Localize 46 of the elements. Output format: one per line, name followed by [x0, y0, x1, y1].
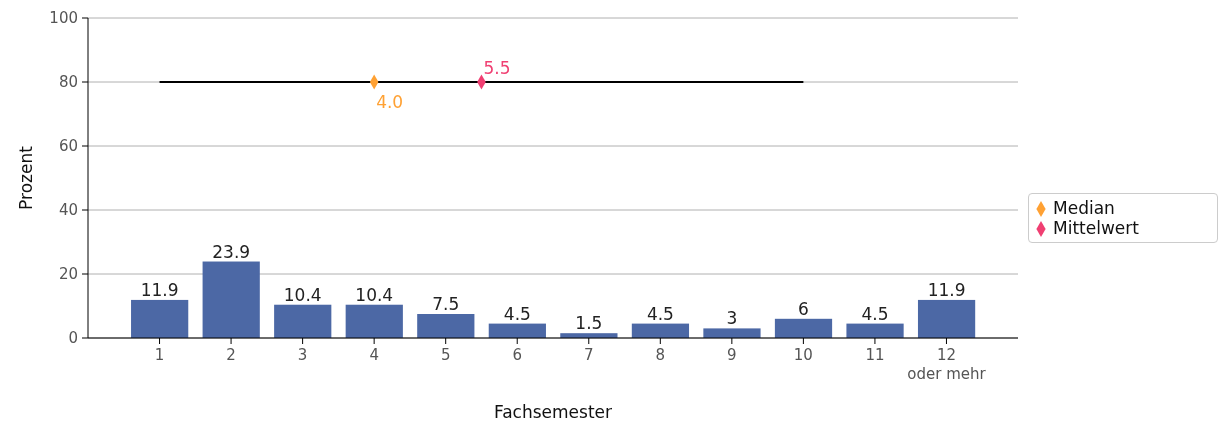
data-label: 4.5	[861, 303, 889, 324]
y-tick-label: 100	[49, 9, 78, 27]
legend-label: Mittelwert	[1053, 218, 1139, 238]
bar	[274, 304, 332, 338]
data-label: 11.9	[927, 279, 966, 300]
x-tick-label: 1	[154, 346, 165, 364]
x-tick-label: 9	[727, 346, 737, 364]
x-tick-label: 8	[655, 346, 666, 364]
bar	[488, 323, 546, 338]
data-label: 7.5	[432, 294, 460, 314]
y-tick-label: 80	[58, 73, 78, 91]
data-label: 1.5	[575, 313, 603, 334]
x-tick-label: 11	[865, 346, 885, 364]
data-label: 23.9	[212, 241, 251, 262]
y-tick-label: 20	[58, 265, 78, 283]
bar	[846, 323, 904, 338]
x-tick-label: 3	[297, 346, 308, 364]
y-tick-label: 0	[68, 329, 78, 347]
bar	[202, 261, 260, 338]
y-tick-label: 40	[58, 201, 78, 219]
y-tick-label: 60	[58, 137, 78, 155]
bar	[631, 323, 690, 338]
y-axis-title: Prozent	[16, 145, 37, 210]
x-axis-title: Fachsemester	[493, 402, 613, 422]
x-tick-label: 7	[584, 346, 594, 364]
bar	[417, 314, 475, 338]
x-tick-label: 2	[226, 346, 236, 364]
data-label: 11.9	[140, 279, 179, 300]
bar	[774, 318, 833, 338]
x-tick-label: 12 oder mehr	[907, 346, 987, 383]
data-label: 4.5	[646, 303, 674, 324]
annotation: 4.0	[376, 92, 404, 112]
annotation: 5.5	[483, 58, 511, 78]
data-label: 10.4	[283, 284, 322, 305]
bar	[131, 299, 189, 338]
legend-label: Median	[1053, 198, 1115, 218]
x-tick-label: 5	[440, 346, 451, 364]
bar	[917, 299, 976, 338]
data-label: 3	[726, 308, 738, 329]
x-tick-label: 6	[512, 346, 522, 364]
x-tick-label: 4	[369, 346, 379, 364]
x-tick-label: 10	[793, 346, 813, 364]
bar	[345, 304, 403, 338]
data-label: 6	[798, 298, 809, 319]
data-label: 4.5	[503, 303, 531, 324]
data-label: 10.4	[355, 284, 394, 305]
